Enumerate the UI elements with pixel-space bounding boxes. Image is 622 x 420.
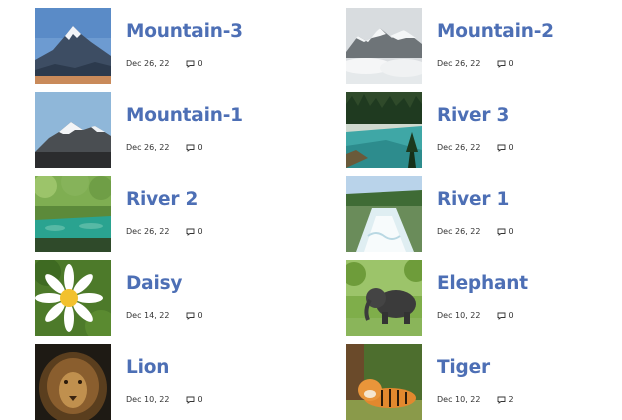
post-title[interactable]: Lion bbox=[126, 357, 170, 378]
post-card: Daisy Dec 14, 22 0 bbox=[35, 260, 315, 336]
post-title[interactable]: Mountain-1 bbox=[126, 105, 243, 126]
snow-mountain-icon[interactable] bbox=[35, 92, 111, 168]
daisy-flower-icon[interactable] bbox=[35, 260, 111, 336]
post-card: Mountain-2 Dec 26, 22 0 bbox=[346, 8, 622, 84]
post-date: Dec 26, 22 bbox=[126, 143, 170, 152]
comment-count[interactable]: 0 bbox=[508, 227, 514, 236]
comment-count[interactable]: 0 bbox=[508, 143, 514, 152]
comment-count[interactable]: 0 bbox=[197, 311, 203, 320]
post-title[interactable]: River 3 bbox=[437, 105, 510, 126]
post-title[interactable]: Tiger bbox=[437, 357, 490, 378]
lion-icon[interactable] bbox=[35, 344, 111, 420]
post-card: River 1 Dec 26, 22 0 bbox=[346, 176, 622, 252]
post-meta: Dec 26, 22 0 bbox=[126, 227, 203, 236]
misty-mountain-icon[interactable] bbox=[346, 8, 422, 84]
comment-icon[interactable] bbox=[186, 228, 195, 236]
comment-count[interactable]: 0 bbox=[197, 227, 203, 236]
post-date: Dec 26, 22 bbox=[437, 227, 481, 236]
post-date: Dec 10, 22 bbox=[437, 311, 481, 320]
comment-icon[interactable] bbox=[186, 144, 195, 152]
comment-icon[interactable] bbox=[186, 312, 195, 320]
comment-icon[interactable] bbox=[497, 144, 506, 152]
post-card: River 2 Dec 26, 22 0 bbox=[35, 176, 315, 252]
mountain-peak-icon[interactable] bbox=[35, 8, 111, 84]
post-date: Dec 26, 22 bbox=[437, 143, 481, 152]
post-card: River 3 Dec 26, 22 0 bbox=[346, 92, 622, 168]
comment-icon[interactable] bbox=[186, 60, 195, 68]
post-date: Dec 14, 22 bbox=[126, 311, 170, 320]
comment-count[interactable]: 0 bbox=[508, 59, 514, 68]
post-meta: Dec 26, 22 0 bbox=[126, 143, 203, 152]
forest-river-icon[interactable] bbox=[346, 92, 422, 168]
post-date: Dec 10, 22 bbox=[437, 395, 481, 404]
comment-count[interactable]: 2 bbox=[508, 395, 514, 404]
post-card: Elephant Dec 10, 22 0 bbox=[346, 260, 622, 336]
post-meta: Dec 26, 22 0 bbox=[126, 59, 203, 68]
jungle-river-icon[interactable] bbox=[35, 176, 111, 252]
comment-count[interactable]: 0 bbox=[197, 395, 203, 404]
post-card: Mountain-1 Dec 26, 22 0 bbox=[35, 92, 315, 168]
comment-count[interactable]: 0 bbox=[508, 311, 514, 320]
post-card: Lion Dec 10, 22 0 bbox=[35, 344, 315, 420]
post-meta: Dec 10, 22 0 bbox=[437, 311, 514, 320]
post-title[interactable]: Daisy bbox=[126, 273, 183, 294]
post-meta: Dec 26, 22 0 bbox=[437, 227, 514, 236]
post-card: Tiger Dec 10, 22 2 bbox=[346, 344, 622, 420]
post-title[interactable]: Elephant bbox=[437, 273, 528, 294]
tiger-icon[interactable] bbox=[346, 344, 422, 420]
comment-count[interactable]: 0 bbox=[197, 143, 203, 152]
post-meta: Dec 26, 22 0 bbox=[437, 59, 514, 68]
post-date: Dec 10, 22 bbox=[126, 395, 170, 404]
post-date: Dec 26, 22 bbox=[126, 227, 170, 236]
post-meta: Dec 10, 22 0 bbox=[126, 395, 203, 404]
post-title[interactable]: Mountain-2 bbox=[437, 21, 554, 42]
comment-icon[interactable] bbox=[497, 396, 506, 404]
post-card: Mountain-3 Dec 26, 22 0 bbox=[35, 8, 315, 84]
post-date: Dec 26, 22 bbox=[437, 59, 481, 68]
comment-icon[interactable] bbox=[497, 60, 506, 68]
post-title[interactable]: River 2 bbox=[126, 189, 199, 210]
post-title[interactable]: River 1 bbox=[437, 189, 510, 210]
elephant-icon[interactable] bbox=[346, 260, 422, 336]
comment-icon[interactable] bbox=[497, 228, 506, 236]
post-meta: Dec 26, 22 0 bbox=[437, 143, 514, 152]
comment-icon[interactable] bbox=[186, 396, 195, 404]
comment-count[interactable]: 0 bbox=[197, 59, 203, 68]
post-meta: Dec 14, 22 0 bbox=[126, 311, 203, 320]
comment-icon[interactable] bbox=[497, 312, 506, 320]
post-meta: Dec 10, 22 2 bbox=[437, 395, 514, 404]
post-date: Dec 26, 22 bbox=[126, 59, 170, 68]
rapids-river-icon[interactable] bbox=[346, 176, 422, 252]
post-title[interactable]: Mountain-3 bbox=[126, 21, 243, 42]
